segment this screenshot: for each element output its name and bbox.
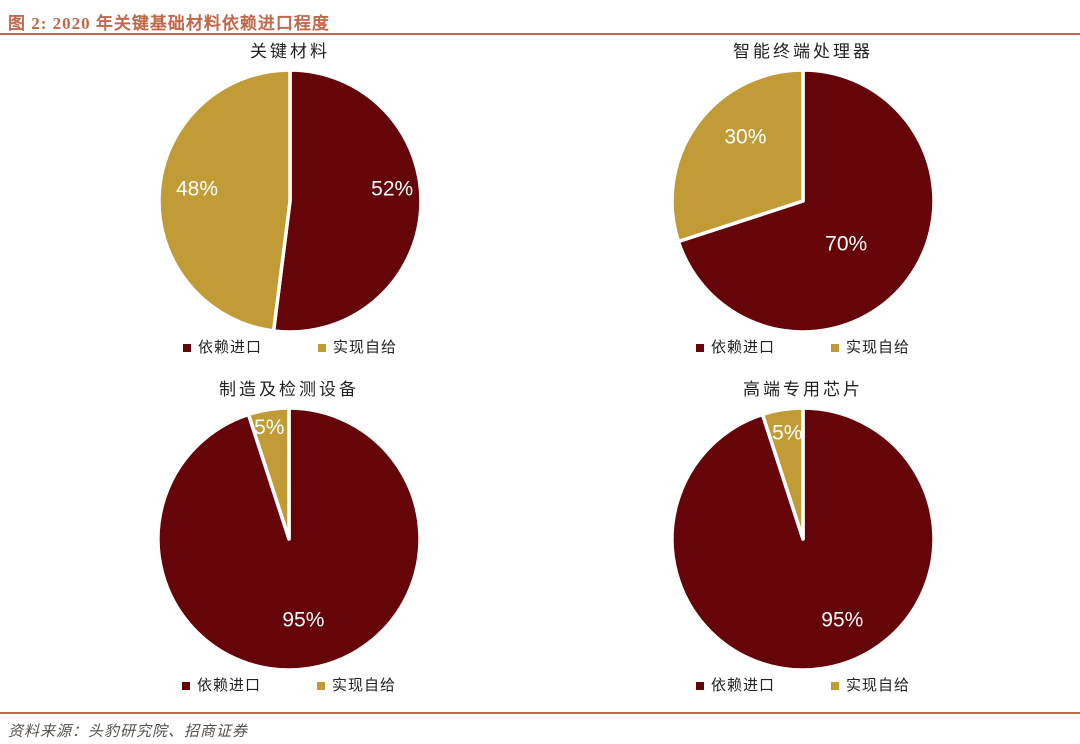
- legend-label: 实现自给: [332, 678, 397, 694]
- pie-chart-2: 智能终端处理器 70% 30% 依赖进口 实现自给: [636, 40, 970, 358]
- legend-item-import: 依赖进口: [182, 338, 262, 358]
- figure-header: 图 2: 2020 年关键基础材料依赖进口程度: [0, 0, 1080, 34]
- legend-item-self-supply: 实现自给: [831, 338, 910, 358]
- legend-label: 依赖进口: [710, 678, 775, 694]
- legend-swatch-icon: [831, 682, 839, 690]
- slice-data-label: 95%: [282, 609, 324, 632]
- pie-svg: 95% 5%: [156, 406, 422, 672]
- slice-data-label: 95%: [821, 609, 863, 632]
- chart-title: 制造及检测设备: [219, 380, 359, 399]
- legend-item-import: 依赖进口: [181, 676, 261, 696]
- slice-data-label: 70%: [825, 233, 867, 256]
- slice-data-label: 5%: [254, 416, 284, 439]
- pie-chart-1: 关键材料 52% 48% 依赖进口 实现自给: [123, 40, 457, 358]
- chart-title: 智能终端处理器: [733, 42, 873, 61]
- legend-label: 实现自给: [333, 340, 398, 356]
- legend-item-self-supply: 实现自给: [317, 676, 396, 696]
- legend-swatch-icon: [695, 344, 704, 352]
- pie-slice-import: [676, 68, 936, 334]
- legend: 依赖进口 实现自给: [636, 338, 970, 358]
- legend-item-self-supply: 实现自给: [318, 338, 397, 358]
- legend-label: 实现自给: [846, 340, 911, 356]
- slice-data-label: 30%: [724, 125, 766, 148]
- figure-title: 图 2: 2020 年关键基础材料依赖进口程度: [8, 14, 330, 33]
- legend-swatch-icon: [317, 682, 325, 690]
- slice-data-label: 48%: [176, 178, 218, 201]
- legend-swatch-icon: [181, 682, 190, 690]
- figure-footer: 资料来源：头豹研究院、招商证券: [0, 712, 1080, 741]
- legend-swatch-icon: [695, 682, 704, 690]
- pie-chart-4: 高端专用芯片 95% 5% 依赖进口 实现自给: [636, 378, 970, 696]
- slice-data-label: 52%: [371, 178, 413, 201]
- slice-data-label: 5%: [772, 421, 802, 444]
- pie-slice-self-supply: [670, 68, 805, 244]
- source-note: 资料来源：头豹研究院、招商证券: [8, 724, 249, 740]
- header-rule: [0, 33, 1080, 35]
- pie-svg: 52% 48%: [157, 68, 423, 334]
- pie-slice-self-supply: [157, 68, 292, 333]
- legend-label: 依赖进口: [710, 340, 775, 356]
- chart-title: 高端专用芯片: [743, 380, 863, 399]
- legend-item-import: 依赖进口: [695, 676, 775, 696]
- legend: 依赖进口 实现自给: [636, 676, 970, 696]
- pie-slice-import: [271, 68, 423, 334]
- legend-swatch-icon: [182, 344, 191, 352]
- pie-svg: 95% 5%: [670, 406, 936, 672]
- pie-chart-3: 制造及检测设备 95% 5% 依赖进口 实现自给: [122, 378, 456, 696]
- pie-svg: 70% 30%: [670, 68, 936, 334]
- legend-label: 依赖进口: [196, 678, 261, 694]
- chart-title: 关键材料: [250, 42, 330, 61]
- legend-item-import: 依赖进口: [695, 338, 775, 358]
- legend-label: 实现自给: [846, 678, 911, 694]
- legend-item-self-supply: 实现自给: [831, 676, 910, 696]
- legend-swatch-icon: [831, 344, 839, 352]
- pie-slice-self-supply: [246, 406, 291, 541]
- legend-swatch-icon: [318, 344, 326, 352]
- pie-slice-self-supply: [760, 406, 805, 541]
- legend-label: 依赖进口: [197, 340, 262, 356]
- legend: 依赖进口 实现自给: [123, 338, 457, 358]
- legend: 依赖进口 实现自给: [122, 676, 456, 696]
